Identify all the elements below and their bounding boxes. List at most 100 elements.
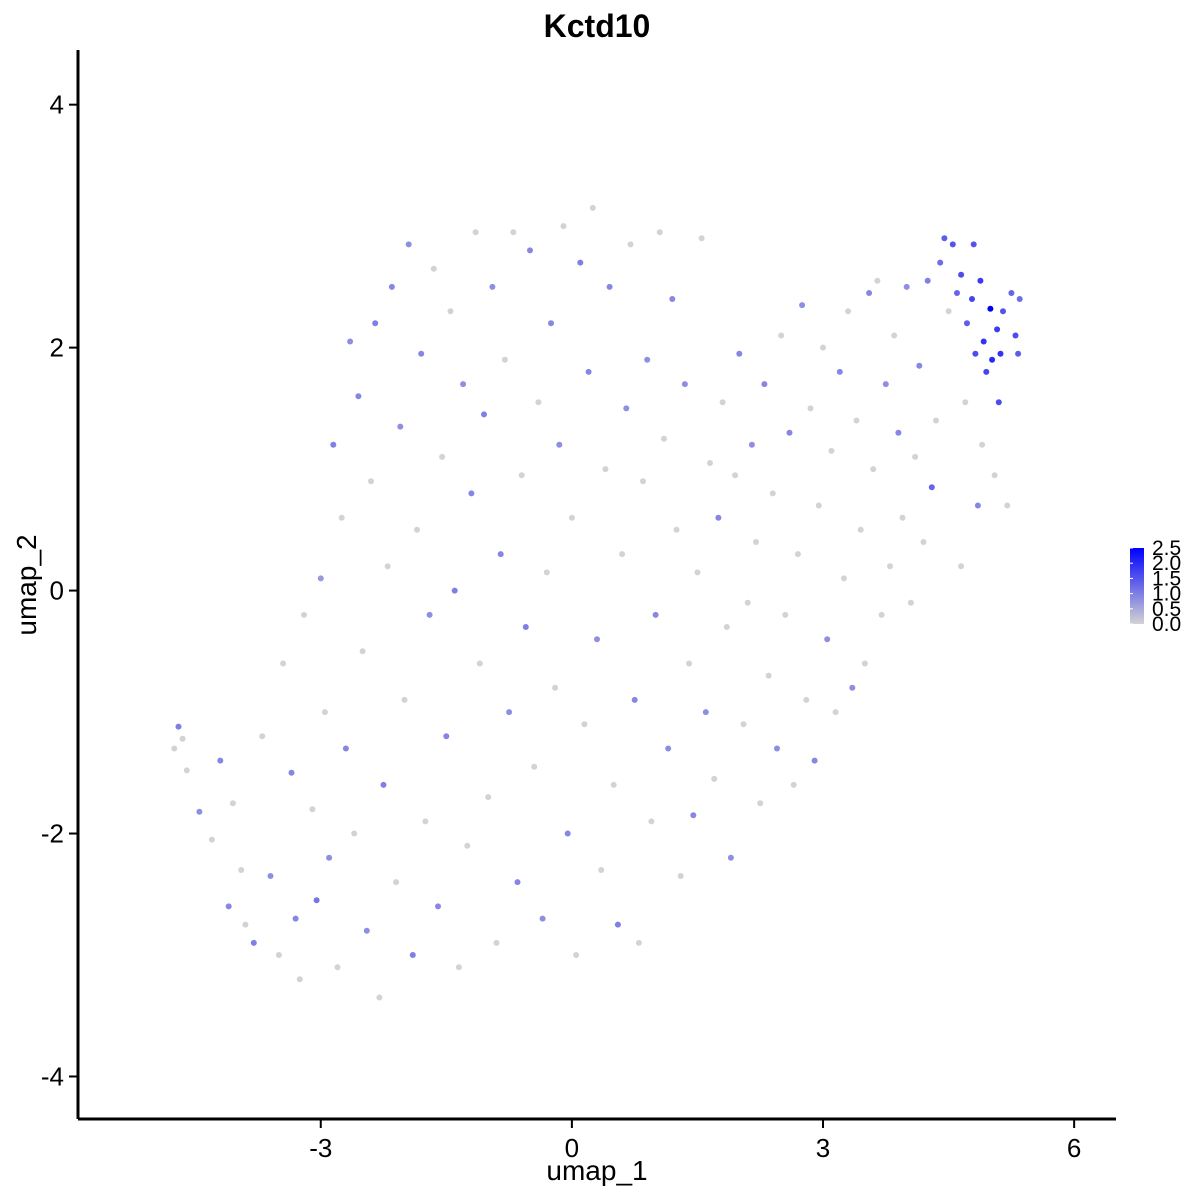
data-point (757, 800, 764, 807)
data-point (790, 781, 797, 788)
data-point (736, 350, 743, 357)
data-point (376, 994, 383, 1001)
data-point (991, 472, 998, 479)
data-point (920, 539, 927, 545)
data-point (313, 897, 320, 904)
data-point (439, 453, 446, 460)
data-point (292, 915, 299, 922)
data-point (275, 952, 282, 958)
data-point (983, 368, 990, 375)
data-point (774, 745, 780, 752)
data-point (301, 611, 307, 618)
data-point (229, 800, 236, 807)
data-point (631, 696, 638, 703)
data-point (426, 611, 433, 618)
data-point (807, 405, 814, 412)
data-point (1012, 332, 1019, 339)
data-point (501, 356, 508, 363)
data-point (250, 939, 257, 946)
data-point (933, 417, 939, 424)
data-point (468, 490, 475, 497)
data-point (464, 842, 471, 849)
data-point (782, 611, 789, 618)
data-point (769, 490, 776, 497)
data-point (715, 514, 722, 521)
y-tick-label: -2 (41, 819, 64, 849)
data-point (430, 265, 437, 272)
data-point (355, 393, 362, 400)
data-point (577, 259, 584, 266)
data-point (288, 769, 295, 776)
data-point (405, 241, 412, 248)
data-point (912, 453, 919, 460)
data-point (853, 417, 860, 424)
data-point (217, 757, 224, 764)
data-point (895, 429, 902, 436)
data-point (958, 563, 965, 570)
data-point (727, 854, 734, 861)
data-point (1004, 502, 1011, 509)
data-point (317, 575, 324, 582)
data-point (987, 305, 994, 312)
data-point (899, 514, 906, 521)
data-point (811, 757, 818, 764)
y-tick-label: 2 (50, 333, 64, 363)
data-point (171, 745, 178, 752)
data-point (548, 320, 554, 327)
data-point (974, 502, 981, 509)
data-point (594, 636, 600, 643)
data-point (443, 733, 450, 740)
data-point (334, 964, 341, 971)
data-point (321, 709, 328, 716)
data-point (732, 472, 739, 479)
legend-tick-label: 1.0 (1152, 583, 1181, 606)
data-point (861, 660, 868, 667)
y-tick-label: 0 (50, 576, 64, 606)
data-point (928, 484, 935, 491)
data-point (778, 332, 785, 339)
x-tick-label: 6 (1067, 1133, 1081, 1163)
data-point (267, 873, 274, 879)
data-point (640, 478, 646, 485)
data-point (539, 915, 546, 922)
data-point (711, 775, 718, 782)
data-point (380, 781, 387, 788)
data-point (891, 332, 898, 339)
data-point (351, 830, 358, 837)
data-point (225, 903, 232, 910)
data-point (874, 277, 881, 284)
data-point (573, 952, 580, 958)
data-point (342, 745, 349, 752)
data-point (824, 636, 831, 643)
data-point (849, 684, 856, 691)
data-point (744, 599, 751, 606)
data-point (665, 745, 672, 752)
legend-tick-label: 2.0 (1152, 552, 1181, 575)
data-point (556, 441, 563, 448)
data-point (455, 964, 462, 971)
data-point (623, 405, 630, 412)
data-point (945, 308, 952, 315)
data-point (694, 569, 701, 576)
data-point (648, 818, 655, 825)
data-point (259, 733, 266, 740)
data-point (635, 939, 642, 946)
data-point (535, 399, 542, 406)
data-point (803, 696, 810, 703)
data-point (175, 723, 182, 730)
data-point (995, 399, 1002, 406)
data-point (820, 344, 826, 351)
data-point (531, 763, 538, 770)
data-point (870, 466, 877, 473)
data-point (719, 399, 726, 406)
data-point (1000, 308, 1006, 315)
data-point (393, 879, 400, 886)
data-point (208, 836, 215, 843)
data-point (979, 441, 986, 448)
data-point (903, 283, 910, 290)
data-point (598, 867, 605, 873)
axes (76, 50, 1116, 1121)
data-point (610, 781, 617, 788)
data-point (840, 575, 847, 582)
data-point (476, 660, 483, 667)
